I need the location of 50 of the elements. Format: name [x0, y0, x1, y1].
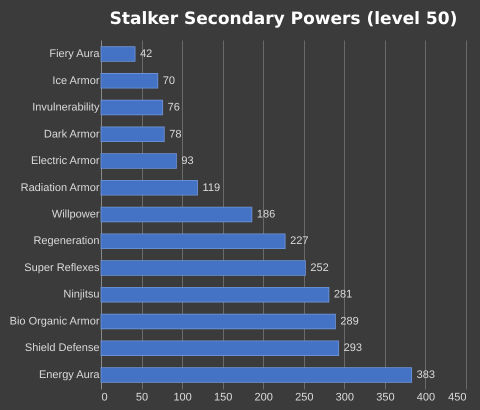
x-tick-label: 250	[295, 392, 314, 404]
data-label: 78	[169, 128, 182, 140]
y-tick-label: Ninjitsu	[63, 288, 100, 301]
bar	[100, 73, 158, 89]
y-tick-label: Electric Armor	[31, 155, 100, 168]
bar	[100, 233, 286, 249]
data-label: 252	[310, 262, 329, 274]
bar	[100, 260, 306, 276]
x-tick-label: 0	[102, 392, 108, 404]
x-tick-label: 150	[214, 392, 232, 404]
y-tick-label: Invulnerability	[32, 102, 100, 114]
data-label: 119	[202, 182, 220, 194]
bar	[100, 46, 136, 62]
x-tick-label: 100	[173, 392, 192, 404]
x-tick-label: 350	[376, 392, 395, 404]
bar	[100, 206, 252, 222]
data-label: 76	[168, 102, 180, 114]
y-tick-label: Dark Armor	[44, 128, 100, 140]
data-label: 93	[181, 155, 194, 168]
data-label: 383	[416, 368, 436, 381]
y-tick-label: Bio Organic Armor	[10, 315, 100, 328]
y-tick-label: Willpower	[52, 208, 100, 220]
bar	[100, 126, 165, 142]
y-tick-label: Fiery Aura	[49, 48, 100, 60]
data-label: 70	[162, 74, 176, 87]
y-tick-label: Radiation Armor	[20, 182, 100, 194]
data-label: 281	[334, 288, 352, 301]
data-label: 186	[256, 208, 276, 220]
data-label: 227	[290, 235, 308, 248]
x-tick-label: 400	[416, 392, 436, 404]
y-tick-label: Super Reflexes	[24, 262, 100, 274]
data-label: 293	[344, 342, 362, 354]
bar	[100, 314, 336, 330]
chart-title: Stalker Secondary Powers (level 50)	[110, 9, 458, 29]
bar	[100, 367, 412, 383]
y-tick-label: Regeneration	[33, 235, 100, 248]
bar	[100, 100, 164, 116]
x-tick-label: 300	[336, 392, 354, 404]
bar	[100, 340, 340, 356]
data-label: 42	[140, 48, 152, 60]
bar	[100, 180, 198, 196]
bar	[100, 286, 330, 302]
y-tick-label: Ice Armor	[52, 74, 100, 87]
y-tick-label: Energy Aura	[38, 368, 100, 381]
x-tick-label: 450	[448, 392, 466, 404]
x-tick-label: 50	[136, 392, 148, 404]
y-tick-label: Shield Defense	[24, 342, 100, 354]
x-tick-label: 200	[254, 392, 273, 404]
bar	[100, 153, 177, 169]
data-label: 289	[340, 315, 359, 328]
